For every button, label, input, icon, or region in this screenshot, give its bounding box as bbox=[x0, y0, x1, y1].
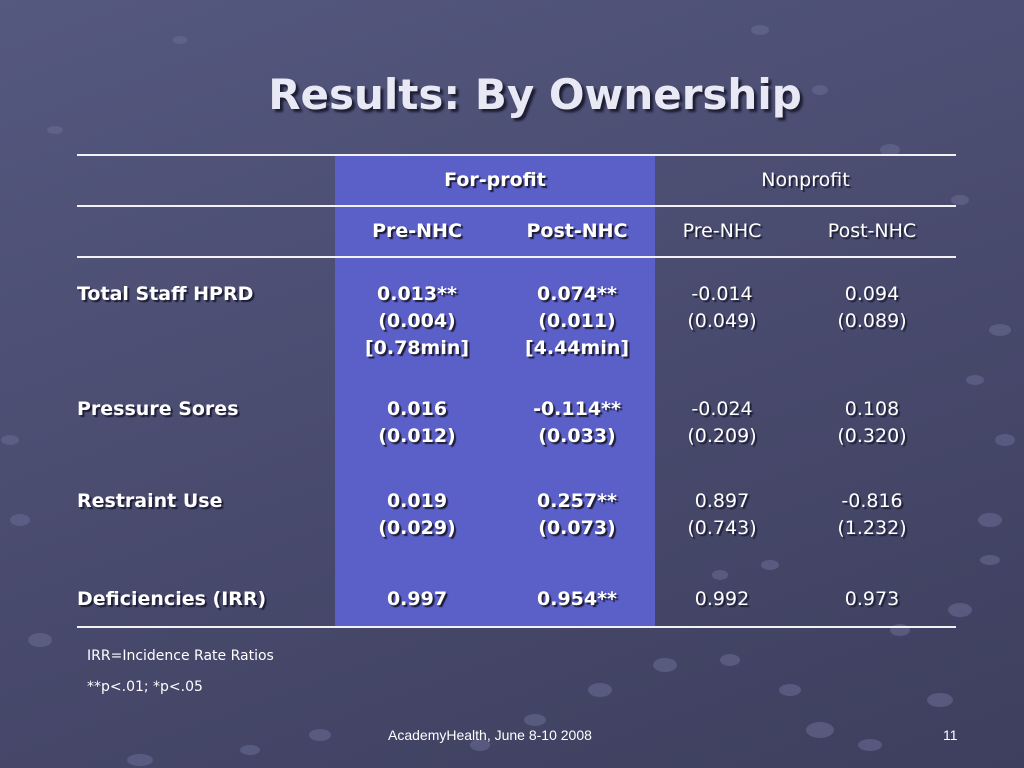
cell-line: (1.232) bbox=[837, 517, 907, 539]
note-irr: IRR=Incidence Rate Ratios bbox=[87, 648, 274, 664]
table-cell: -0.014 (0.049) bbox=[647, 281, 797, 335]
table-cell: 0.992 bbox=[647, 586, 797, 613]
cell-line: (0.089) bbox=[837, 310, 907, 332]
cell-line: (0.029) bbox=[378, 517, 456, 539]
row-label: Total Staff HPRD bbox=[77, 283, 254, 305]
for-profit-highlight bbox=[335, 154, 655, 628]
table-cell: 0.954** bbox=[502, 586, 652, 613]
cell-line: [0.78min] bbox=[364, 337, 470, 359]
cell-line: 0.992 bbox=[694, 588, 750, 610]
page-number: 11 bbox=[943, 727, 958, 743]
table-cell: 0.094 (0.089) bbox=[797, 281, 947, 335]
table-cell: 0.257** (0.073) bbox=[502, 488, 652, 542]
group-header-for-profit: For-profit bbox=[444, 169, 546, 191]
table-cell: 0.108 (0.320) bbox=[797, 396, 947, 450]
cell-line: 0.997 bbox=[386, 588, 448, 610]
cell-line: (0.743) bbox=[687, 517, 757, 539]
table-cell: 0.897 (0.743) bbox=[647, 488, 797, 542]
cell-line: (0.320) bbox=[837, 425, 907, 447]
cell-line: 0.016 bbox=[386, 398, 448, 420]
table-cell: -0.024 (0.209) bbox=[647, 396, 797, 450]
cell-line: (0.033) bbox=[538, 425, 616, 447]
footer-text: AcademyHealth, June 8-10 2008 bbox=[388, 727, 592, 743]
table-cell: 0.016 (0.012) bbox=[342, 396, 492, 450]
column-header: Pre-NHC bbox=[372, 220, 462, 242]
cell-line: [4.44min] bbox=[524, 337, 630, 359]
table-rule-bottom bbox=[77, 626, 956, 628]
table-rule-header bbox=[77, 256, 956, 258]
group-header-nonprofit: Nonprofit bbox=[761, 169, 850, 191]
row-label: Restraint Use bbox=[77, 490, 223, 512]
cell-line: (0.004) bbox=[378, 310, 456, 332]
cell-line: 0.954** bbox=[537, 588, 617, 610]
cell-line: 0.897 bbox=[694, 490, 750, 512]
results-table: For-profit Nonprofit Pre-NHC Post-NHC Pr… bbox=[77, 154, 956, 628]
table-cell: 0.997 bbox=[342, 586, 492, 613]
cell-line: 0.013** bbox=[377, 283, 457, 305]
table-rule-group bbox=[77, 205, 956, 207]
cell-line: (0.011) bbox=[538, 310, 616, 332]
row-label: Deficiencies (IRR) bbox=[77, 588, 267, 610]
table-cell: 0.013** (0.004) [0.78min] bbox=[342, 281, 492, 362]
column-header: Post-NHC bbox=[827, 220, 917, 242]
cell-line: (0.049) bbox=[687, 310, 757, 332]
cell-line: -0.816 bbox=[841, 490, 903, 512]
table-cell: -0.816 (1.232) bbox=[797, 488, 947, 542]
cell-line: -0.114** bbox=[533, 398, 621, 420]
column-header: Pre-NHC bbox=[682, 220, 762, 242]
cell-line: 0.074** bbox=[537, 283, 617, 305]
cell-line: 0.019 bbox=[386, 490, 448, 512]
cell-line: -0.024 bbox=[691, 398, 753, 420]
table-cell: 0.019 (0.029) bbox=[342, 488, 492, 542]
cell-line: 0.257** bbox=[537, 490, 617, 512]
slide-title: Results: By Ownership bbox=[268, 70, 802, 119]
column-header: Post-NHC bbox=[526, 220, 628, 242]
cell-line: 0.094 bbox=[844, 283, 900, 305]
cell-line: (0.073) bbox=[538, 517, 616, 539]
cell-line: 0.973 bbox=[844, 588, 900, 610]
table-rule-top bbox=[77, 154, 956, 156]
table-cell: 0.973 bbox=[797, 586, 947, 613]
cell-line: (0.012) bbox=[378, 425, 456, 447]
row-label: Pressure Sores bbox=[77, 398, 239, 420]
cell-line: (0.209) bbox=[687, 425, 757, 447]
note-significance: **p<.01; *p<.05 bbox=[87, 679, 203, 695]
table-cell: 0.074** (0.011) [4.44min] bbox=[502, 281, 652, 362]
cell-line: -0.014 bbox=[691, 283, 753, 305]
cell-line: 0.108 bbox=[844, 398, 900, 420]
table-cell: -0.114** (0.033) bbox=[502, 396, 652, 450]
